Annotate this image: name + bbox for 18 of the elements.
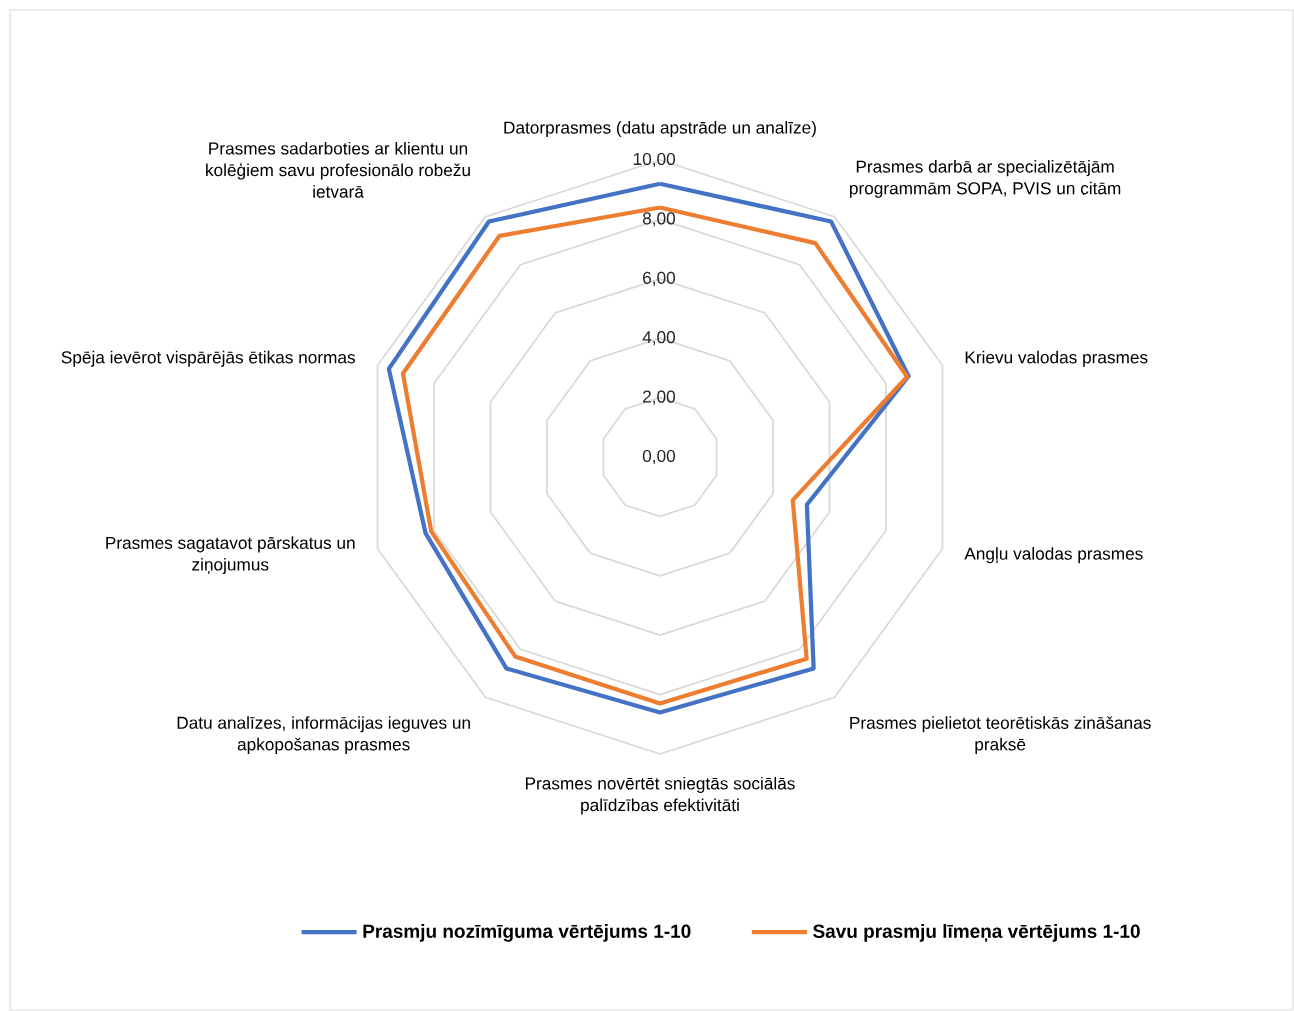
legend-label: Prasmju nozīmīguma vērtējums 1-10 [363,924,691,942]
spoke-label: Datorprasmes (datu apstrāde un analīze) [504,121,816,138]
y-tick-label: 10,00 [633,152,676,168]
y-tick-label: 0,00 [642,449,676,465]
spoke-label: Prasmes sagatavot pārskatus un ziņojumus [106,536,355,575]
spoke-label: Prasmes sadarboties ar klientu un kolēģiem savu profesionālo robežu ietvarā [206,141,470,198]
y-tick-label: 4,00 [642,331,676,346]
spoke-label: Spēja ievērot vispārējās ētikas normas [61,350,355,367]
legend-label: Savu prasmju līmeņa vērtējums 1-10 [813,924,1140,942]
y-tick-label: 6,00 [643,271,676,286]
y-tick-label: 2,00 [643,390,676,405]
spoke-label: Datu analīzes, informācijas ieguves un apkopošanas prasmes [177,716,470,754]
spoke-label: Angļu valodas prasmes [964,547,1143,564]
spoke-label: Prasmes pielietot teorētiskās zināšanas praksē [850,716,1151,754]
spoke-label: Prasmes darbā ar specializētājām programmām SOPA, PVIS un citām [850,160,1121,198]
spoke-label: Prasmes novērtēt sniegtās sociālās palīdzības efektivitāti [525,776,795,815]
spoke-label: Krievu valodas prasmes [965,350,1148,367]
y-tick-label: 8,00 [642,212,676,227]
